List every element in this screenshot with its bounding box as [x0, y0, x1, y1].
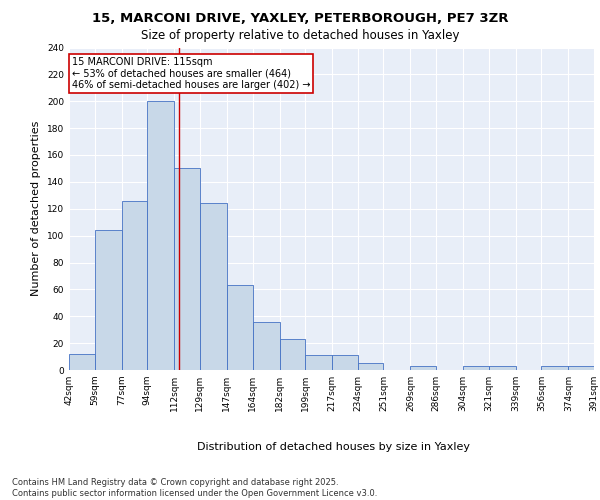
Bar: [488, 366, 516, 370]
Bar: [200, 204, 227, 370]
Bar: [95, 230, 122, 370]
Bar: [175, 168, 200, 370]
Bar: [463, 366, 488, 370]
Bar: [227, 286, 253, 370]
Bar: [253, 322, 280, 370]
Bar: [147, 101, 175, 370]
Bar: [358, 364, 383, 370]
Text: 15, MARCONI DRIVE, YAXLEY, PETERBOROUGH, PE7 3ZR: 15, MARCONI DRIVE, YAXLEY, PETERBOROUGH,…: [92, 12, 508, 26]
Text: Contains HM Land Registry data © Crown copyright and database right 2025.
Contai: Contains HM Land Registry data © Crown c…: [12, 478, 377, 498]
Bar: [122, 200, 147, 370]
Text: Distribution of detached houses by size in Yaxley: Distribution of detached houses by size …: [197, 442, 470, 452]
Bar: [69, 354, 95, 370]
Bar: [305, 355, 332, 370]
Bar: [332, 355, 358, 370]
Bar: [280, 339, 305, 370]
Bar: [541, 366, 568, 370]
Text: 15 MARCONI DRIVE: 115sqm
← 53% of detached houses are smaller (464)
46% of semi-: 15 MARCONI DRIVE: 115sqm ← 53% of detach…: [72, 57, 311, 90]
Y-axis label: Number of detached properties: Number of detached properties: [31, 121, 41, 296]
Bar: [568, 366, 594, 370]
Text: Size of property relative to detached houses in Yaxley: Size of property relative to detached ho…: [141, 29, 459, 42]
Bar: [410, 366, 436, 370]
